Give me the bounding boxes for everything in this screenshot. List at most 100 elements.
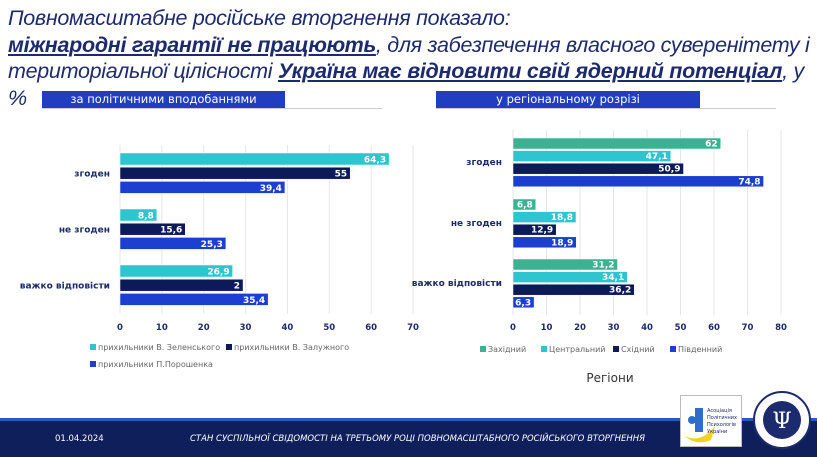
data-label: 36,2 — [609, 286, 631, 296]
data-label: 55 — [335, 170, 348, 180]
data-label: 74,8 — [738, 177, 760, 187]
bar — [512, 211, 577, 223]
tick-label: 50 — [323, 323, 335, 333]
footer-date: 01.04.2024 — [55, 434, 104, 444]
legend-label: Центральний — [549, 345, 605, 354]
tick-label: 70 — [742, 323, 754, 333]
data-label: 50,9 — [658, 165, 680, 175]
category-label: не згоден — [451, 219, 502, 229]
legend-label: Східний — [621, 345, 655, 354]
bar — [512, 175, 764, 188]
bar — [119, 278, 244, 292]
data-label: 25,3 — [201, 240, 223, 250]
category-label: згоден — [466, 158, 502, 168]
bar — [119, 222, 186, 236]
bar — [119, 264, 233, 278]
bar — [512, 258, 618, 271]
category-label: згоден — [74, 169, 110, 179]
bar — [119, 208, 158, 222]
tick-label: 0 — [117, 323, 123, 333]
data-label: 31,2 — [592, 261, 614, 271]
data-label: 18,8 — [551, 213, 573, 223]
legend-swatch — [90, 344, 96, 350]
svg-text:України: України — [707, 429, 727, 435]
tick-label: 10 — [541, 323, 553, 333]
tick-label: 10 — [156, 323, 168, 333]
title-line: , для забезпечення власного суверенітету… — [375, 32, 810, 57]
tick-label: 20 — [574, 323, 586, 333]
bar — [119, 293, 269, 306]
svg-text:Асоціація: Асоціація — [707, 408, 732, 414]
category-label: важко відповісти — [412, 278, 502, 289]
tick-label: 0 — [510, 323, 516, 333]
legend-swatch — [541, 346, 547, 352]
divider — [436, 108, 776, 109]
tick-label: 70 — [407, 323, 419, 333]
legend-label: Південний — [678, 345, 722, 354]
bar — [512, 296, 535, 309]
bar — [512, 271, 628, 283]
tick-label: 50 — [675, 323, 687, 333]
data-label: 64,3 — [364, 156, 386, 166]
tick-label: 60 — [365, 323, 377, 333]
section-header-political: за політичними вподобаннями — [42, 91, 285, 108]
divider — [42, 108, 382, 109]
data-label: 18,9 — [551, 238, 573, 248]
axis-title: Регіони — [586, 371, 633, 385]
legend-swatch — [90, 361, 96, 367]
legend-swatch — [226, 344, 232, 350]
tick-label: 30 — [608, 323, 620, 333]
tick-label: 40 — [282, 323, 294, 333]
bar — [119, 166, 351, 180]
bar — [512, 236, 577, 249]
data-label: 39,4 — [260, 184, 282, 194]
legend-swatch — [670, 346, 676, 352]
bar — [512, 198, 537, 211]
slide-title: Повномасштабне російське вторгнення пока… — [8, 5, 813, 111]
data-label: 8,8 — [138, 212, 154, 222]
legend-label: прихильники П.Порошенка — [98, 360, 213, 369]
tick-label: 20 — [198, 323, 210, 333]
bar — [512, 223, 557, 236]
legend-swatch — [613, 346, 619, 352]
bar — [119, 152, 390, 166]
psychology-seal-logo: Ψ — [752, 390, 812, 450]
bar — [512, 283, 635, 296]
title-line: територіальної цілісності — [8, 59, 278, 83]
data-label: 35,4 — [243, 296, 265, 306]
legend-label: прихильники В. Зеленського — [98, 343, 220, 352]
svg-text:Психологів: Психологів — [707, 422, 736, 428]
section-header-regional: у регіональному розрізі — [436, 91, 700, 108]
category-label: не згоден — [59, 225, 110, 235]
tick-label: 40 — [641, 323, 653, 333]
data-label: 47,1 — [646, 152, 668, 162]
data-label: 26,9 — [207, 268, 229, 278]
data-label: 6,8 — [517, 201, 533, 211]
data-label: 2 — [234, 282, 240, 292]
bar — [512, 150, 672, 162]
title-highlight: Україна має відновити свій ядерний потен… — [277, 59, 783, 83]
bar — [119, 237, 227, 250]
category-label: важко відповісти — [20, 280, 110, 291]
data-label: 34,1 — [602, 273, 624, 283]
bar — [512, 137, 721, 150]
svg-text:Політичних: Політичних — [707, 415, 737, 421]
data-label: 62 — [705, 140, 718, 150]
data-label: 6,3 — [515, 298, 531, 308]
legend-label: прихильники В. Залужного — [234, 343, 349, 352]
legend-swatch — [480, 346, 486, 352]
svg-text:Ψ: Ψ — [772, 409, 791, 434]
tick-label: 80 — [775, 323, 787, 333]
tick-label: 60 — [708, 323, 720, 333]
bar — [119, 181, 286, 194]
footer-text: СТАН СУСПІЛЬНОЇ СВІДОМОСТІ НА ТРЕТЬОМУ Р… — [190, 434, 646, 444]
legend-label: Західний — [488, 345, 526, 354]
bar — [512, 162, 684, 175]
tick-label: 30 — [240, 323, 252, 333]
data-label: 12,9 — [531, 226, 553, 236]
title-line: Повномасштабне російське вторгнення пока… — [8, 6, 511, 30]
title-highlight: міжнародні гарантії не працюють — [8, 32, 376, 57]
data-label: 15,6 — [160, 226, 182, 236]
association-logo: Асоціація Політичних Психологів України — [680, 395, 742, 447]
